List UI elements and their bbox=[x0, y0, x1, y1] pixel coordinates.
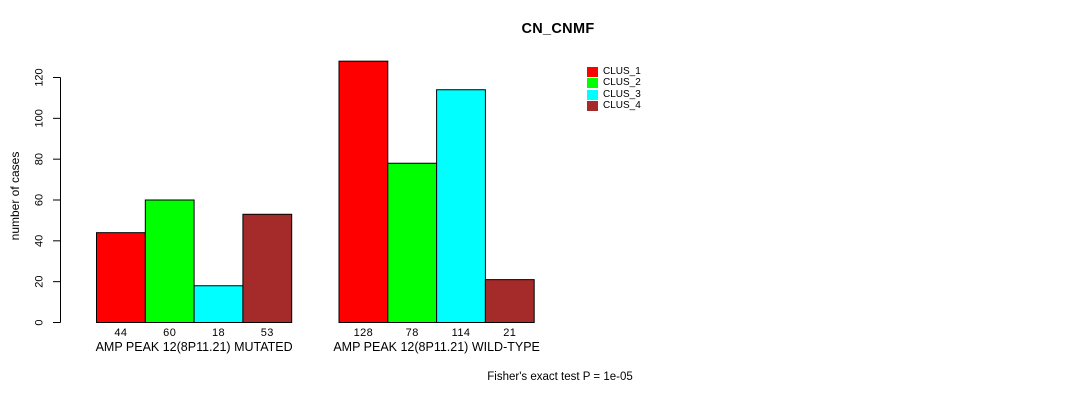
legend-swatch-CLUS_2 bbox=[587, 78, 598, 89]
bar-CLUS_4-group2 bbox=[484, 279, 535, 323]
category-label: AMP PEAK 12(8P11.21) WILD-TYPE bbox=[333, 340, 540, 354]
legend-row-CLUS_2: CLUS_2 bbox=[587, 78, 641, 90]
chart-title: CN_CNMF bbox=[521, 21, 595, 37]
legend-label: CLUS_3 bbox=[603, 88, 641, 100]
bar-value-label: 60 bbox=[163, 327, 176, 339]
y-tick-label: 40 bbox=[34, 235, 46, 247]
legend-row-CLUS_1: CLUS_1 bbox=[587, 66, 641, 78]
bar-CLUS_3-group1 bbox=[193, 285, 244, 323]
bar-value-label: 78 bbox=[406, 327, 419, 339]
y-tick-label: 100 bbox=[34, 109, 46, 127]
bar-value-label: 53 bbox=[261, 327, 274, 339]
y-tick-label: 20 bbox=[34, 276, 46, 288]
footer-note: Fisher's exact test P = 1e-05 bbox=[487, 371, 633, 383]
bar-CLUS_1-group2 bbox=[338, 60, 389, 323]
y-tick-label: 60 bbox=[34, 194, 46, 206]
legend-label: CLUS_1 bbox=[603, 65, 641, 77]
y-tick-label: 120 bbox=[34, 68, 46, 86]
legend: CLUS_1 CLUS_2 CLUS_3 CLUS_4 bbox=[587, 66, 641, 112]
bar-value-label: 21 bbox=[503, 327, 516, 339]
legend-row-CLUS_3: CLUS_3 bbox=[587, 89, 641, 101]
legend-swatch-CLUS_1 bbox=[587, 66, 598, 77]
bar-CLUS_1-group1 bbox=[96, 232, 146, 324]
bar-CLUS_3-group2 bbox=[436, 89, 486, 323]
legend-swatch-CLUS_4 bbox=[587, 101, 598, 112]
bar-value-label: 44 bbox=[114, 327, 127, 339]
legend-label: CLUS_4 bbox=[603, 100, 641, 112]
bar-value-label: 128 bbox=[354, 327, 374, 339]
bar-CLUS_2-group2 bbox=[387, 162, 438, 323]
bar-CLUS_2-group1 bbox=[144, 199, 195, 323]
y-tick-label: 80 bbox=[34, 153, 46, 165]
bar-CLUS_4-group1 bbox=[242, 213, 293, 323]
bar-value-label: 18 bbox=[212, 327, 225, 339]
y-tick-label: 0 bbox=[34, 319, 46, 325]
legend-swatch-CLUS_3 bbox=[587, 89, 598, 100]
bar-value-label: 114 bbox=[452, 327, 471, 339]
category-label: AMP PEAK 12(8P11.21) MUTATED bbox=[96, 340, 293, 354]
legend-row-CLUS_4: CLUS_4 bbox=[587, 101, 641, 113]
legend-label: CLUS_2 bbox=[603, 77, 641, 89]
